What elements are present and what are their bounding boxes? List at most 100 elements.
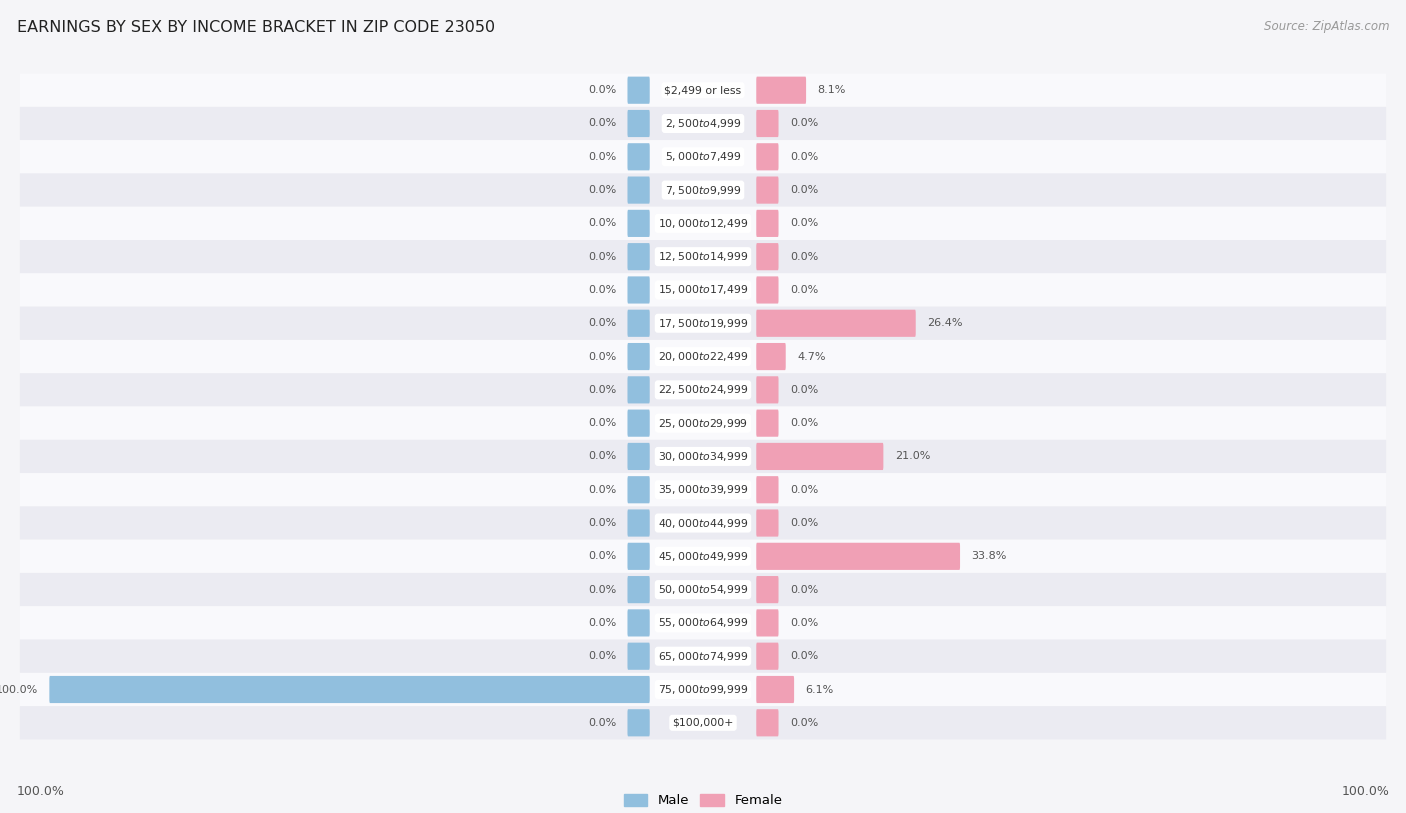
Text: 26.4%: 26.4% <box>927 318 963 328</box>
FancyBboxPatch shape <box>20 706 1386 740</box>
Text: 0.0%: 0.0% <box>790 285 818 295</box>
Text: $50,000 to $54,999: $50,000 to $54,999 <box>658 583 748 596</box>
Text: 0.0%: 0.0% <box>790 152 818 162</box>
Text: Source: ZipAtlas.com: Source: ZipAtlas.com <box>1264 20 1389 33</box>
FancyBboxPatch shape <box>756 410 779 437</box>
FancyBboxPatch shape <box>20 606 1386 640</box>
Text: $65,000 to $74,999: $65,000 to $74,999 <box>658 650 748 663</box>
FancyBboxPatch shape <box>20 473 1386 506</box>
Text: 0.0%: 0.0% <box>790 185 818 195</box>
FancyBboxPatch shape <box>627 210 650 237</box>
Text: EARNINGS BY SEX BY INCOME BRACKET IN ZIP CODE 23050: EARNINGS BY SEX BY INCOME BRACKET IN ZIP… <box>17 20 495 35</box>
Text: $40,000 to $44,999: $40,000 to $44,999 <box>658 516 748 529</box>
Text: 6.1%: 6.1% <box>806 685 834 694</box>
FancyBboxPatch shape <box>20 107 1386 140</box>
Text: 0.0%: 0.0% <box>588 85 616 95</box>
Text: 0.0%: 0.0% <box>588 551 616 561</box>
FancyBboxPatch shape <box>627 642 650 670</box>
Text: 0.0%: 0.0% <box>588 385 616 395</box>
Text: 0.0%: 0.0% <box>790 119 818 128</box>
Text: 0.0%: 0.0% <box>588 185 616 195</box>
FancyBboxPatch shape <box>627 343 650 370</box>
FancyBboxPatch shape <box>756 642 779 670</box>
FancyBboxPatch shape <box>20 240 1386 273</box>
Text: 0.0%: 0.0% <box>588 219 616 228</box>
FancyBboxPatch shape <box>756 143 779 171</box>
Text: 100.0%: 100.0% <box>17 785 65 798</box>
FancyBboxPatch shape <box>627 410 650 437</box>
FancyBboxPatch shape <box>627 243 650 270</box>
Text: 0.0%: 0.0% <box>790 618 818 628</box>
FancyBboxPatch shape <box>756 210 779 237</box>
Text: $20,000 to $22,499: $20,000 to $22,499 <box>658 350 748 363</box>
FancyBboxPatch shape <box>627 476 650 503</box>
FancyBboxPatch shape <box>20 207 1386 240</box>
FancyBboxPatch shape <box>20 73 1386 107</box>
Text: 0.0%: 0.0% <box>790 385 818 395</box>
Text: 0.0%: 0.0% <box>588 119 616 128</box>
FancyBboxPatch shape <box>756 709 779 737</box>
FancyBboxPatch shape <box>20 406 1386 440</box>
Text: $15,000 to $17,499: $15,000 to $17,499 <box>658 284 748 297</box>
FancyBboxPatch shape <box>627 609 650 637</box>
FancyBboxPatch shape <box>756 243 779 270</box>
Text: 0.0%: 0.0% <box>790 219 818 228</box>
Text: 0.0%: 0.0% <box>588 318 616 328</box>
FancyBboxPatch shape <box>20 640 1386 673</box>
Text: $100,000+: $100,000+ <box>672 718 734 728</box>
FancyBboxPatch shape <box>627 543 650 570</box>
FancyBboxPatch shape <box>756 110 779 137</box>
Text: 0.0%: 0.0% <box>790 585 818 594</box>
Text: 0.0%: 0.0% <box>588 285 616 295</box>
FancyBboxPatch shape <box>20 307 1386 340</box>
Text: 33.8%: 33.8% <box>972 551 1007 561</box>
FancyBboxPatch shape <box>627 576 650 603</box>
FancyBboxPatch shape <box>627 376 650 403</box>
Text: $55,000 to $64,999: $55,000 to $64,999 <box>658 616 748 629</box>
Text: $25,000 to $29,999: $25,000 to $29,999 <box>658 416 748 429</box>
Text: 0.0%: 0.0% <box>790 485 818 495</box>
Text: 0.0%: 0.0% <box>588 618 616 628</box>
FancyBboxPatch shape <box>756 576 779 603</box>
Text: 0.0%: 0.0% <box>790 651 818 661</box>
FancyBboxPatch shape <box>756 376 779 403</box>
FancyBboxPatch shape <box>756 443 883 470</box>
FancyBboxPatch shape <box>20 673 1386 706</box>
Text: $22,500 to $24,999: $22,500 to $24,999 <box>658 384 748 397</box>
Text: $7,500 to $9,999: $7,500 to $9,999 <box>665 184 741 197</box>
Text: $30,000 to $34,999: $30,000 to $34,999 <box>658 450 748 463</box>
Text: 8.1%: 8.1% <box>817 85 846 95</box>
Text: $75,000 to $99,999: $75,000 to $99,999 <box>658 683 748 696</box>
FancyBboxPatch shape <box>20 440 1386 473</box>
Text: $12,500 to $14,999: $12,500 to $14,999 <box>658 250 748 263</box>
Text: 0.0%: 0.0% <box>588 585 616 594</box>
FancyBboxPatch shape <box>627 709 650 737</box>
Text: $35,000 to $39,999: $35,000 to $39,999 <box>658 483 748 496</box>
Legend: Male, Female: Male, Female <box>619 789 787 812</box>
FancyBboxPatch shape <box>20 140 1386 173</box>
Text: 0.0%: 0.0% <box>588 451 616 462</box>
Text: 0.0%: 0.0% <box>790 718 818 728</box>
Text: 100.0%: 100.0% <box>1341 785 1389 798</box>
FancyBboxPatch shape <box>756 510 779 537</box>
FancyBboxPatch shape <box>756 176 779 204</box>
FancyBboxPatch shape <box>49 676 650 703</box>
FancyBboxPatch shape <box>756 476 779 503</box>
FancyBboxPatch shape <box>756 76 806 104</box>
FancyBboxPatch shape <box>627 510 650 537</box>
FancyBboxPatch shape <box>756 676 794 703</box>
Text: 0.0%: 0.0% <box>588 351 616 362</box>
FancyBboxPatch shape <box>627 143 650 171</box>
Text: 0.0%: 0.0% <box>588 418 616 428</box>
FancyBboxPatch shape <box>20 506 1386 540</box>
FancyBboxPatch shape <box>20 273 1386 307</box>
Text: 100.0%: 100.0% <box>0 685 38 694</box>
Text: $45,000 to $49,999: $45,000 to $49,999 <box>658 550 748 563</box>
Text: $2,499 or less: $2,499 or less <box>665 85 741 95</box>
Text: 0.0%: 0.0% <box>588 252 616 262</box>
Text: 21.0%: 21.0% <box>894 451 931 462</box>
FancyBboxPatch shape <box>756 609 779 637</box>
FancyBboxPatch shape <box>627 176 650 204</box>
Text: 0.0%: 0.0% <box>790 418 818 428</box>
Text: $10,000 to $12,499: $10,000 to $12,499 <box>658 217 748 230</box>
